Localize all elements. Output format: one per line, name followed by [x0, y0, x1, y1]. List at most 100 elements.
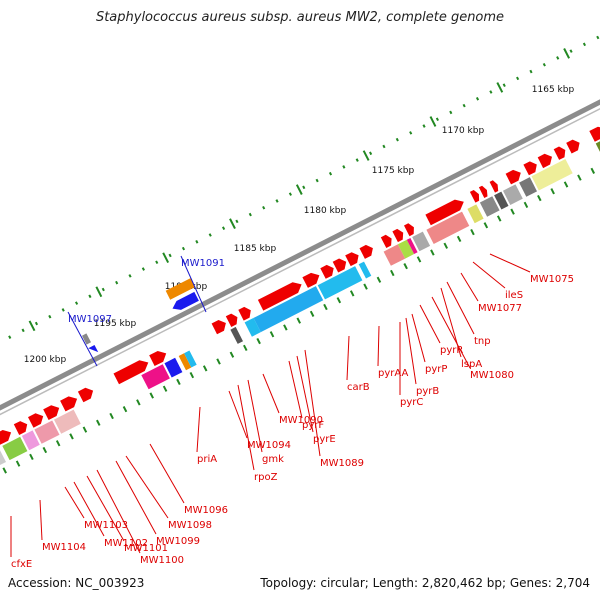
gene-label: MW1091 [181, 258, 225, 269]
scale-dot [168, 253, 172, 258]
inner-tick [229, 351, 235, 358]
leader-line [431, 296, 471, 369]
forward-gene-arrow [77, 387, 94, 403]
scale-dot [369, 151, 373, 156]
scale-dot [409, 131, 413, 135]
inner-tick [590, 167, 596, 174]
inner-tick [162, 385, 168, 392]
leader-line [149, 443, 185, 504]
inner-tick [443, 242, 449, 249]
inner-tick [309, 310, 315, 317]
scale-dot [582, 42, 587, 47]
forward-gene-arrow [537, 153, 552, 169]
inner-tick [403, 263, 408, 270]
scale-dot [48, 314, 52, 319]
leader-line [67, 311, 98, 367]
leader-line [262, 373, 280, 414]
scale-dot [208, 233, 212, 237]
gene-label: MW1077 [478, 303, 522, 314]
inner-tick [82, 426, 88, 433]
cds-band [595, 141, 600, 152]
gene-label: pyrE [313, 434, 336, 445]
leader-line [73, 481, 105, 537]
scale-dot [516, 76, 520, 81]
cds-band [21, 430, 40, 451]
scale-dot [34, 321, 39, 326]
gene-label: pyrC [400, 397, 423, 408]
leader-line [411, 313, 426, 363]
cds-band [397, 239, 415, 259]
scale-label: 1165 kbp [532, 85, 575, 95]
gene-label: pyrP [425, 364, 447, 375]
inner-tick [149, 392, 154, 399]
inner-tick [283, 324, 288, 331]
gene-label: MW1090 [279, 415, 323, 426]
gene-label: MW1104 [42, 542, 86, 553]
inner-tick [349, 290, 355, 297]
leader-line [489, 253, 531, 273]
scale-dot [115, 280, 119, 285]
forward-gene-arrow [113, 360, 149, 385]
scale-dot [302, 185, 306, 190]
leader-line [228, 390, 248, 439]
inner-tick [563, 181, 569, 188]
cds-band [178, 353, 192, 371]
gene-label: MW1101 [124, 543, 168, 554]
cds-band [467, 204, 484, 224]
leader-line [419, 304, 441, 344]
forward-gene-arrow [211, 320, 226, 335]
gene-label: MW1097 [68, 314, 112, 325]
forward-gene-arrow [60, 396, 78, 412]
scale-dots [8, 35, 600, 339]
gene-features [0, 126, 600, 466]
scale-dot [569, 49, 573, 53]
inner-tick [363, 283, 368, 290]
inner-tick [523, 201, 529, 209]
leader-line [296, 355, 314, 433]
backbone [0, 99, 600, 416]
inner-tick [537, 194, 542, 202]
scale-dot [288, 192, 292, 196]
gene-label: MW1080 [470, 370, 514, 381]
scale-dot [101, 287, 105, 292]
gene-label: rpoZ [254, 472, 278, 483]
inner-tick [456, 235, 462, 243]
leader-line [247, 379, 263, 453]
inner-tick [42, 446, 48, 454]
cds-band [426, 211, 470, 244]
inner-tick [483, 222, 489, 229]
gray-cds [82, 333, 91, 345]
inner-tick [376, 276, 382, 283]
scale-dot [141, 267, 145, 271]
cds-band [406, 238, 418, 254]
inner-tick [430, 249, 435, 256]
scale-dot [262, 205, 266, 210]
leader-line [64, 486, 85, 519]
scale-dot [449, 110, 453, 115]
scale-dot [355, 158, 359, 162]
scale-dot [395, 137, 399, 142]
scale-label: 1200 kbp [24, 355, 67, 365]
gene-label: tnp [474, 336, 491, 347]
inner-tick [55, 440, 61, 447]
inner-tick [29, 453, 34, 460]
forward-gene-arrow [149, 351, 167, 366]
gene-label: pyrB [416, 386, 439, 397]
forward-gene-arrow [489, 180, 499, 193]
forward-gene-arrow [425, 199, 464, 226]
scale-dot [74, 301, 79, 305]
backbone-line [0, 99, 600, 411]
scale-dot [61, 308, 65, 312]
forward-gene-arrow [380, 234, 392, 248]
inner-tick [243, 344, 248, 352]
forward-gene-arrow [302, 272, 320, 288]
inner-tick [216, 358, 221, 365]
leader-line [86, 475, 125, 542]
scale-dot [235, 219, 239, 224]
inner-tick [2, 467, 7, 474]
inner-tick [577, 174, 582, 181]
scale-label: 1180 kbp [304, 206, 347, 216]
leader-line [39, 499, 43, 541]
forward-gene-arrow [332, 258, 347, 273]
cds-band [519, 177, 537, 197]
